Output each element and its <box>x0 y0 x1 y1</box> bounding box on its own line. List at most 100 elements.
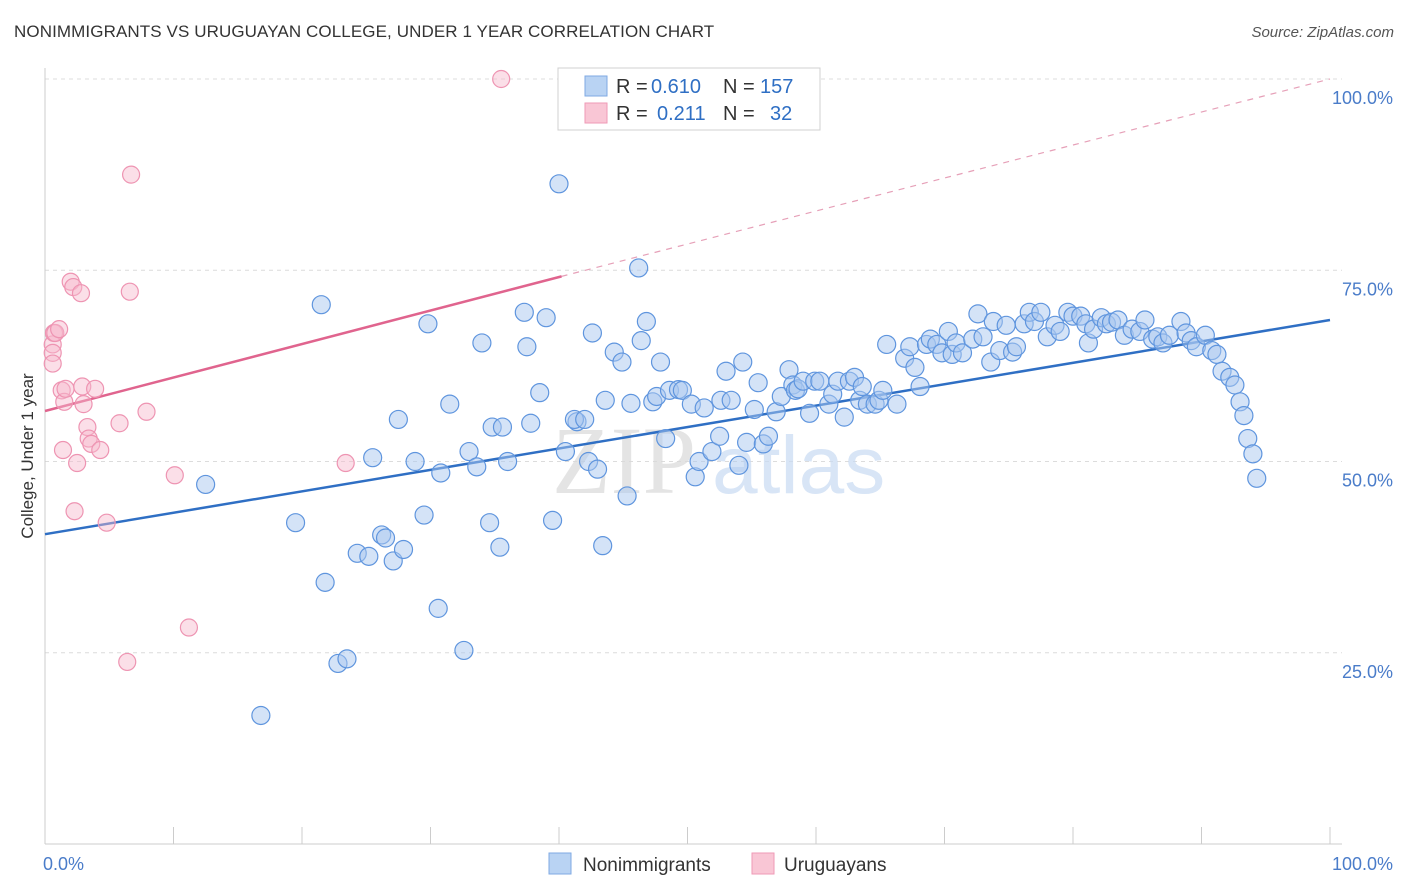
uruguayans-point-22 <box>97 513 116 532</box>
nonimmigrants-point-14 <box>393 539 414 560</box>
legend-n-label-2: N = <box>723 103 755 125</box>
nonimmigrants-point-6 <box>337 649 357 669</box>
nonimmigrants-point-34 <box>536 308 556 328</box>
nonimmigrants-point-55 <box>650 352 671 372</box>
nonimmigrants-point-19 <box>431 463 451 483</box>
nonimmigrants-point-37 <box>555 441 576 462</box>
nonimmigrants-point-103 <box>910 376 930 397</box>
nonimmigrants-point-124 <box>1031 302 1051 322</box>
legend-n-value-2: 32 <box>770 103 792 125</box>
uruguayans-point-14 <box>71 284 91 303</box>
uruguayans-point-5 <box>50 320 69 339</box>
nonimmigrants-point-20 <box>440 394 460 414</box>
bottom-legend-label-uruguayans: Uruguayans <box>784 855 886 876</box>
nonimmigrants-point-43 <box>587 459 608 479</box>
nonimmigrants-point-45 <box>595 390 615 410</box>
uruguayans-point-2 <box>43 343 62 362</box>
bottom-legend-swatch-nonimmigrants <box>548 852 572 875</box>
legend-n-label-1: N = <box>723 76 755 98</box>
nonimmigrants-point-97 <box>873 380 893 400</box>
uruguayans-point-13 <box>68 453 87 473</box>
nonimmigrants-point-75 <box>758 426 779 446</box>
nonimmigrants-point-11 <box>375 528 396 548</box>
nonimmigrants-point-111 <box>952 343 973 363</box>
tick-labels: 25.0% 50.0% 75.0% 100.0% 0.0% 100.0% <box>43 88 1393 874</box>
nonimmigrants-point-68 <box>721 390 741 410</box>
legend-r-value-2: 0.211 <box>657 103 706 125</box>
nonimmigrants-point-113 <box>968 304 988 324</box>
nonimmigrants-point-32 <box>521 413 541 433</box>
nonimmigrants-point-50 <box>629 258 649 278</box>
top-legend: R = 0.610 N = 157 R = 0.211 N = 32 <box>557 67 821 131</box>
uruguayans-point-12 <box>65 502 84 521</box>
nonimmigrants-point-127 <box>1050 321 1070 342</box>
nonimmigrants-point-16 <box>414 505 434 525</box>
nonimmigrants-point-99 <box>887 394 907 414</box>
trend-lines <box>44 78 1331 536</box>
uruguayans-point-17 <box>78 417 97 437</box>
nonimmigrants-point-33 <box>530 383 550 403</box>
uruguayans-point-8 <box>55 392 74 411</box>
nonimmigrants-point-93 <box>852 376 872 397</box>
nonimmigrants-trend-line <box>44 318 1331 536</box>
nonimmigrants-point-1 <box>251 705 271 726</box>
uruguayans-point-20 <box>86 379 105 398</box>
nonimmigrants-point-64 <box>702 441 722 462</box>
nonimmigrants-point-51 <box>631 331 651 351</box>
nonimmigrants-point-24 <box>472 333 492 353</box>
nonimmigrants-point-35 <box>542 510 563 531</box>
chart-title: NONIMMIGRANTS VS URUGUAYAN COLLEGE, UNDE… <box>14 22 715 41</box>
nonimmigrants-point-52 <box>636 311 656 332</box>
nonimmigrants-point-83 <box>799 403 820 423</box>
nonimmigrants-point-67 <box>716 361 736 381</box>
nonimmigrants-point-48 <box>617 486 637 506</box>
nonimmigrants-points <box>196 174 1267 726</box>
nonimmigrants-point-28 <box>492 417 513 437</box>
uruguayans-point-30 <box>336 453 355 473</box>
legend-r-label-1: R = <box>616 76 648 98</box>
nonimmigrants-point-9 <box>363 448 383 468</box>
legend-n-value-1: 157 <box>760 76 793 98</box>
y-tick-label-1: 50.0% <box>1342 471 1393 491</box>
watermark: ZIP atlas <box>552 407 885 514</box>
nonimmigrants-point-47 <box>612 352 632 372</box>
nonimmigrants-point-8 <box>359 546 379 566</box>
nonimmigrants-point-62 <box>689 451 709 472</box>
nonimmigrants-point-89 <box>834 407 854 427</box>
nonimmigrants-point-3 <box>311 295 331 315</box>
nonimmigrants-point-157 <box>1234 406 1254 426</box>
uruguayans-point-21 <box>91 440 110 460</box>
axes <box>44 68 1342 845</box>
nonimmigrants-point-40 <box>575 409 595 430</box>
nonimmigrants-point-141 <box>1135 310 1155 330</box>
nonimmigrants-point-21 <box>454 640 474 661</box>
nonimmigrants-point-4 <box>315 572 335 592</box>
nonimmigrants-point-30 <box>514 302 534 322</box>
uruguayans-points <box>43 69 511 672</box>
uruguayans-point-28 <box>165 466 184 485</box>
nonimmigrants-point-59 <box>672 380 692 400</box>
nonimmigrants-point-41 <box>582 323 603 343</box>
uruguayans-point-19 <box>82 434 101 454</box>
bottom-legend: Nonimmigrants Uruguayans <box>548 852 886 876</box>
grid-lines <box>45 78 1342 654</box>
nonimmigrants-point-70 <box>733 352 753 372</box>
nonimmigrants-point-159 <box>1243 444 1263 464</box>
x-tick-label-0: 0.0% <box>43 854 84 874</box>
uruguayans-point-31 <box>492 69 511 89</box>
uruguayans-point-16 <box>74 395 93 414</box>
nonimmigrants-point-71 <box>737 432 757 452</box>
x-tick-label-1: 100.0% <box>1332 854 1393 874</box>
uruguayans-point-7 <box>53 440 73 460</box>
y-tick-label-2: 75.0% <box>1342 279 1393 299</box>
nonimmigrants-point-65 <box>710 426 730 446</box>
uruguayans-point-3 <box>43 354 62 373</box>
bottom-legend-label-nonimmigrants: Nonimmigrants <box>583 855 711 876</box>
nonimmigrants-point-25 <box>480 513 500 533</box>
uruguayans-point-23 <box>110 414 129 433</box>
nonimmigrants-point-22 <box>459 441 479 462</box>
nonimmigrants-point-63 <box>694 398 714 418</box>
nonimmigrants-point-72 <box>744 399 764 420</box>
nonimmigrants-point-36 <box>549 174 569 194</box>
nonimmigrants-point-73 <box>748 373 768 393</box>
